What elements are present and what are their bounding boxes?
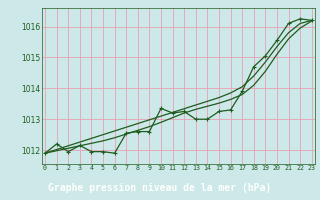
Text: Graphe pression niveau de la mer (hPa): Graphe pression niveau de la mer (hPa) [48,183,272,193]
